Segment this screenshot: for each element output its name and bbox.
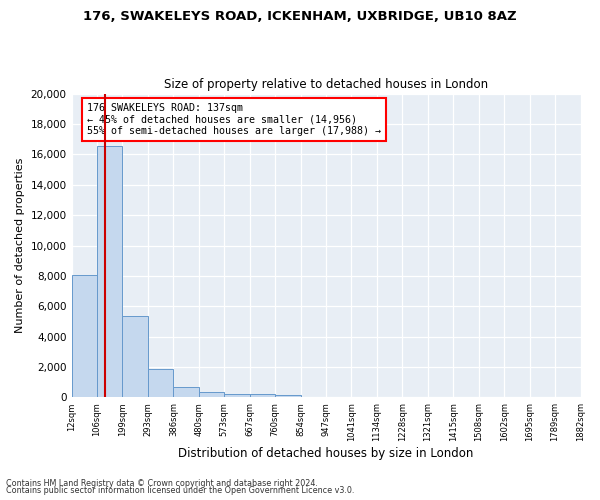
Bar xyxy=(122,316,148,398)
Bar xyxy=(275,395,301,398)
Bar xyxy=(199,392,224,398)
Text: 176, SWAKELEYS ROAD, ICKENHAM, UXBRIDGE, UB10 8AZ: 176, SWAKELEYS ROAD, ICKENHAM, UXBRIDGE,… xyxy=(83,10,517,23)
Text: 176 SWAKELEYS ROAD: 137sqm
← 45% of detached houses are smaller (14,956)
55% of : 176 SWAKELEYS ROAD: 137sqm ← 45% of deta… xyxy=(87,102,381,136)
Title: Size of property relative to detached houses in London: Size of property relative to detached ho… xyxy=(164,78,488,91)
Bar xyxy=(250,394,275,398)
Bar xyxy=(148,370,173,398)
Bar xyxy=(97,146,122,398)
Bar xyxy=(173,387,199,398)
Text: Contains HM Land Registry data © Crown copyright and database right 2024.: Contains HM Land Registry data © Crown c… xyxy=(6,478,318,488)
Bar xyxy=(71,275,97,398)
Text: Contains public sector information licensed under the Open Government Licence v3: Contains public sector information licen… xyxy=(6,486,355,495)
X-axis label: Distribution of detached houses by size in London: Distribution of detached houses by size … xyxy=(178,447,474,460)
Bar xyxy=(224,394,250,398)
Y-axis label: Number of detached properties: Number of detached properties xyxy=(15,158,25,333)
